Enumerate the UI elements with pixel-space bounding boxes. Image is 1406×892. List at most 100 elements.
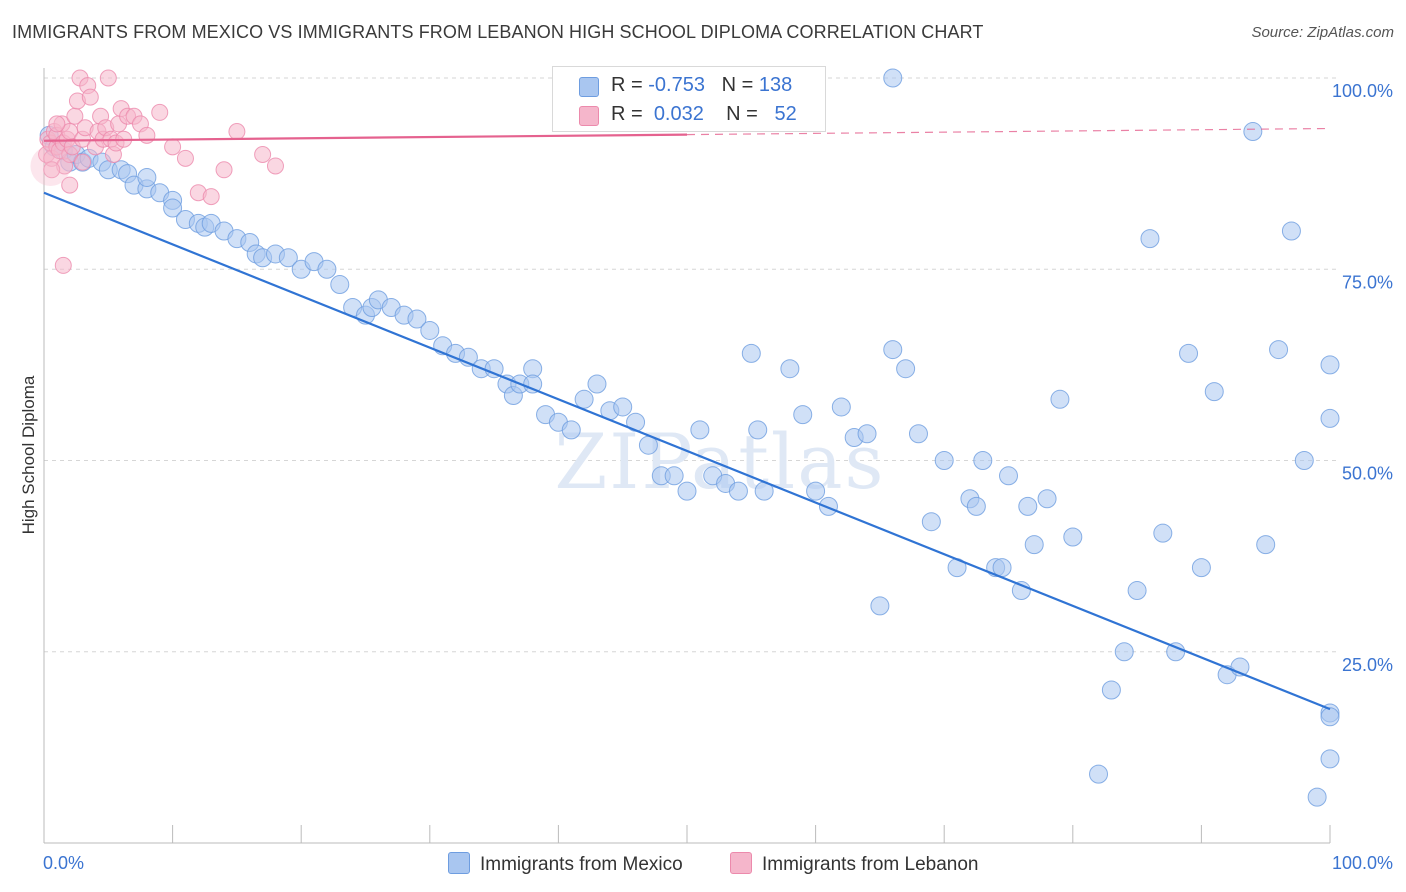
mexico-swatch-icon: [579, 77, 599, 97]
mexico-point: [1089, 764, 1109, 784]
mexico-point: [1050, 389, 1070, 409]
y-tick-label: 100.0%: [1332, 81, 1393, 101]
y-tick-label: 50.0%: [1342, 464, 1393, 484]
mexico-point: [1294, 451, 1314, 470]
mexico-point: [1153, 523, 1173, 543]
mexico-point: [921, 512, 941, 532]
mexico-point: [741, 343, 761, 363]
lebanon-point: [254, 146, 272, 163]
mexico-point: [908, 424, 928, 444]
x-tick-label: 0.0%: [43, 853, 84, 873]
lebanon-point: [228, 123, 246, 141]
bottom-legend-lebanon: Immigrants from Lebanon: [730, 852, 979, 876]
mexico-point: [137, 167, 157, 187]
mexico-point: [1243, 122, 1263, 142]
x-tick-label: 100.0%: [1332, 853, 1393, 873]
legend-r-label: R =: [611, 74, 643, 96]
lebanon-point: [202, 188, 220, 206]
mexico-point: [1140, 229, 1160, 249]
lebanon-swatch-icon: [579, 106, 599, 126]
lebanon-point: [215, 161, 233, 179]
mexico-point: [857, 424, 877, 444]
lebanon-point: [266, 157, 284, 175]
correlation-legend: R = -0.753 N = 138 R = 0.032 N = 52: [552, 66, 826, 132]
lebanon-point: [176, 149, 194, 167]
lebanon-point-cluster: [30, 145, 71, 186]
mexico-point: [1204, 382, 1224, 402]
tick-labels: 25.0% 50.0% 75.0% 100.0% 0.0% 100.0%: [43, 81, 1393, 873]
mexico-point: [1269, 340, 1289, 360]
mexico-point: [420, 320, 440, 340]
mexico-point: [1320, 749, 1340, 769]
lebanon-point: [61, 176, 79, 194]
chart-title: IMMIGRANTS FROM MEXICO VS IMMIGRANTS FRO…: [12, 22, 984, 42]
mexico-point: [1191, 558, 1211, 578]
legend-n-value-mexico: 138: [758, 74, 793, 96]
mexico-point: [677, 481, 697, 501]
mexico-point: [896, 359, 916, 379]
lebanon-point: [138, 126, 156, 144]
series-mexico-points: [39, 68, 1340, 807]
mexico-point: [1307, 787, 1327, 807]
lebanon-point: [48, 115, 66, 133]
mexico-point: [1179, 343, 1199, 363]
mexico-point: [883, 340, 903, 360]
mexico-point: [1320, 408, 1340, 428]
legend-row-mexico: R = -0.753 N = 138: [553, 71, 825, 101]
legend-n-label: N =: [726, 103, 758, 125]
legend-row-lebanon: R = 0.032 N = 52: [553, 100, 825, 130]
legend-r-value-mexico: -0.753: [648, 74, 705, 96]
mexico-point: [1101, 680, 1121, 700]
y-tick-label: 25.0%: [1342, 655, 1393, 675]
mexico-point: [523, 374, 543, 394]
mexico-point: [806, 481, 826, 501]
bottom-legend-lebanon-label: Immigrants from Lebanon: [762, 854, 979, 875]
y-tick-label: 75.0%: [1342, 272, 1393, 292]
mexico-point: [1063, 527, 1083, 547]
lebanon-swatch-icon: [730, 852, 752, 874]
mexico-point: [561, 420, 581, 440]
bottom-legend-mexico: Immigrants from Mexico: [448, 852, 683, 876]
lebanon-point: [99, 69, 117, 87]
legend-n-label: N =: [721, 74, 754, 96]
mexico-point: [278, 248, 298, 268]
mexico-point: [966, 496, 986, 516]
lebanon-point: [54, 256, 72, 274]
mexico-point: [613, 397, 633, 417]
axes: [43, 68, 1331, 844]
mexico-point: [1127, 581, 1147, 601]
lebanon-point: [151, 103, 169, 121]
mexico-point: [317, 259, 337, 279]
mexico-point: [1256, 535, 1276, 555]
mexico-point: [1037, 489, 1057, 509]
lebanon-point: [74, 153, 92, 171]
mexico-point: [870, 596, 890, 616]
mexico-point: [748, 420, 768, 440]
legend-r-label: R =: [611, 103, 643, 125]
mexico-point: [574, 389, 594, 409]
mexico-point: [1320, 355, 1340, 375]
mexico-point: [587, 374, 607, 394]
trend-lines: [43, 127, 1331, 711]
bottom-legend-mexico-label: Immigrants from Mexico: [480, 854, 683, 875]
mexico-point: [1024, 535, 1044, 555]
mexico-point: [1281, 221, 1301, 241]
mexico-point: [163, 198, 183, 218]
y-axis-label: High School Diploma: [19, 375, 38, 534]
series-lebanon-points: [30, 69, 284, 274]
mexico-point: [330, 275, 350, 295]
mexico-point: [407, 309, 427, 329]
source-label: Source: ZipAtlas.com: [1251, 24, 1394, 41]
mexico-point: [883, 68, 903, 88]
mexico-point: [690, 420, 710, 440]
mexico-trend-line: [43, 191, 1331, 711]
mexico-point: [728, 481, 748, 501]
lebanon-trend-line-dashed: [686, 127, 1331, 136]
mexico-point: [780, 359, 800, 379]
legend-r-value-lebanon: 0.032: [653, 103, 704, 125]
grid-lines: [44, 77, 1340, 653]
mexico-point: [818, 496, 838, 516]
mexico-point: [1114, 642, 1134, 662]
legend-n-value-lebanon: 52: [774, 103, 797, 125]
